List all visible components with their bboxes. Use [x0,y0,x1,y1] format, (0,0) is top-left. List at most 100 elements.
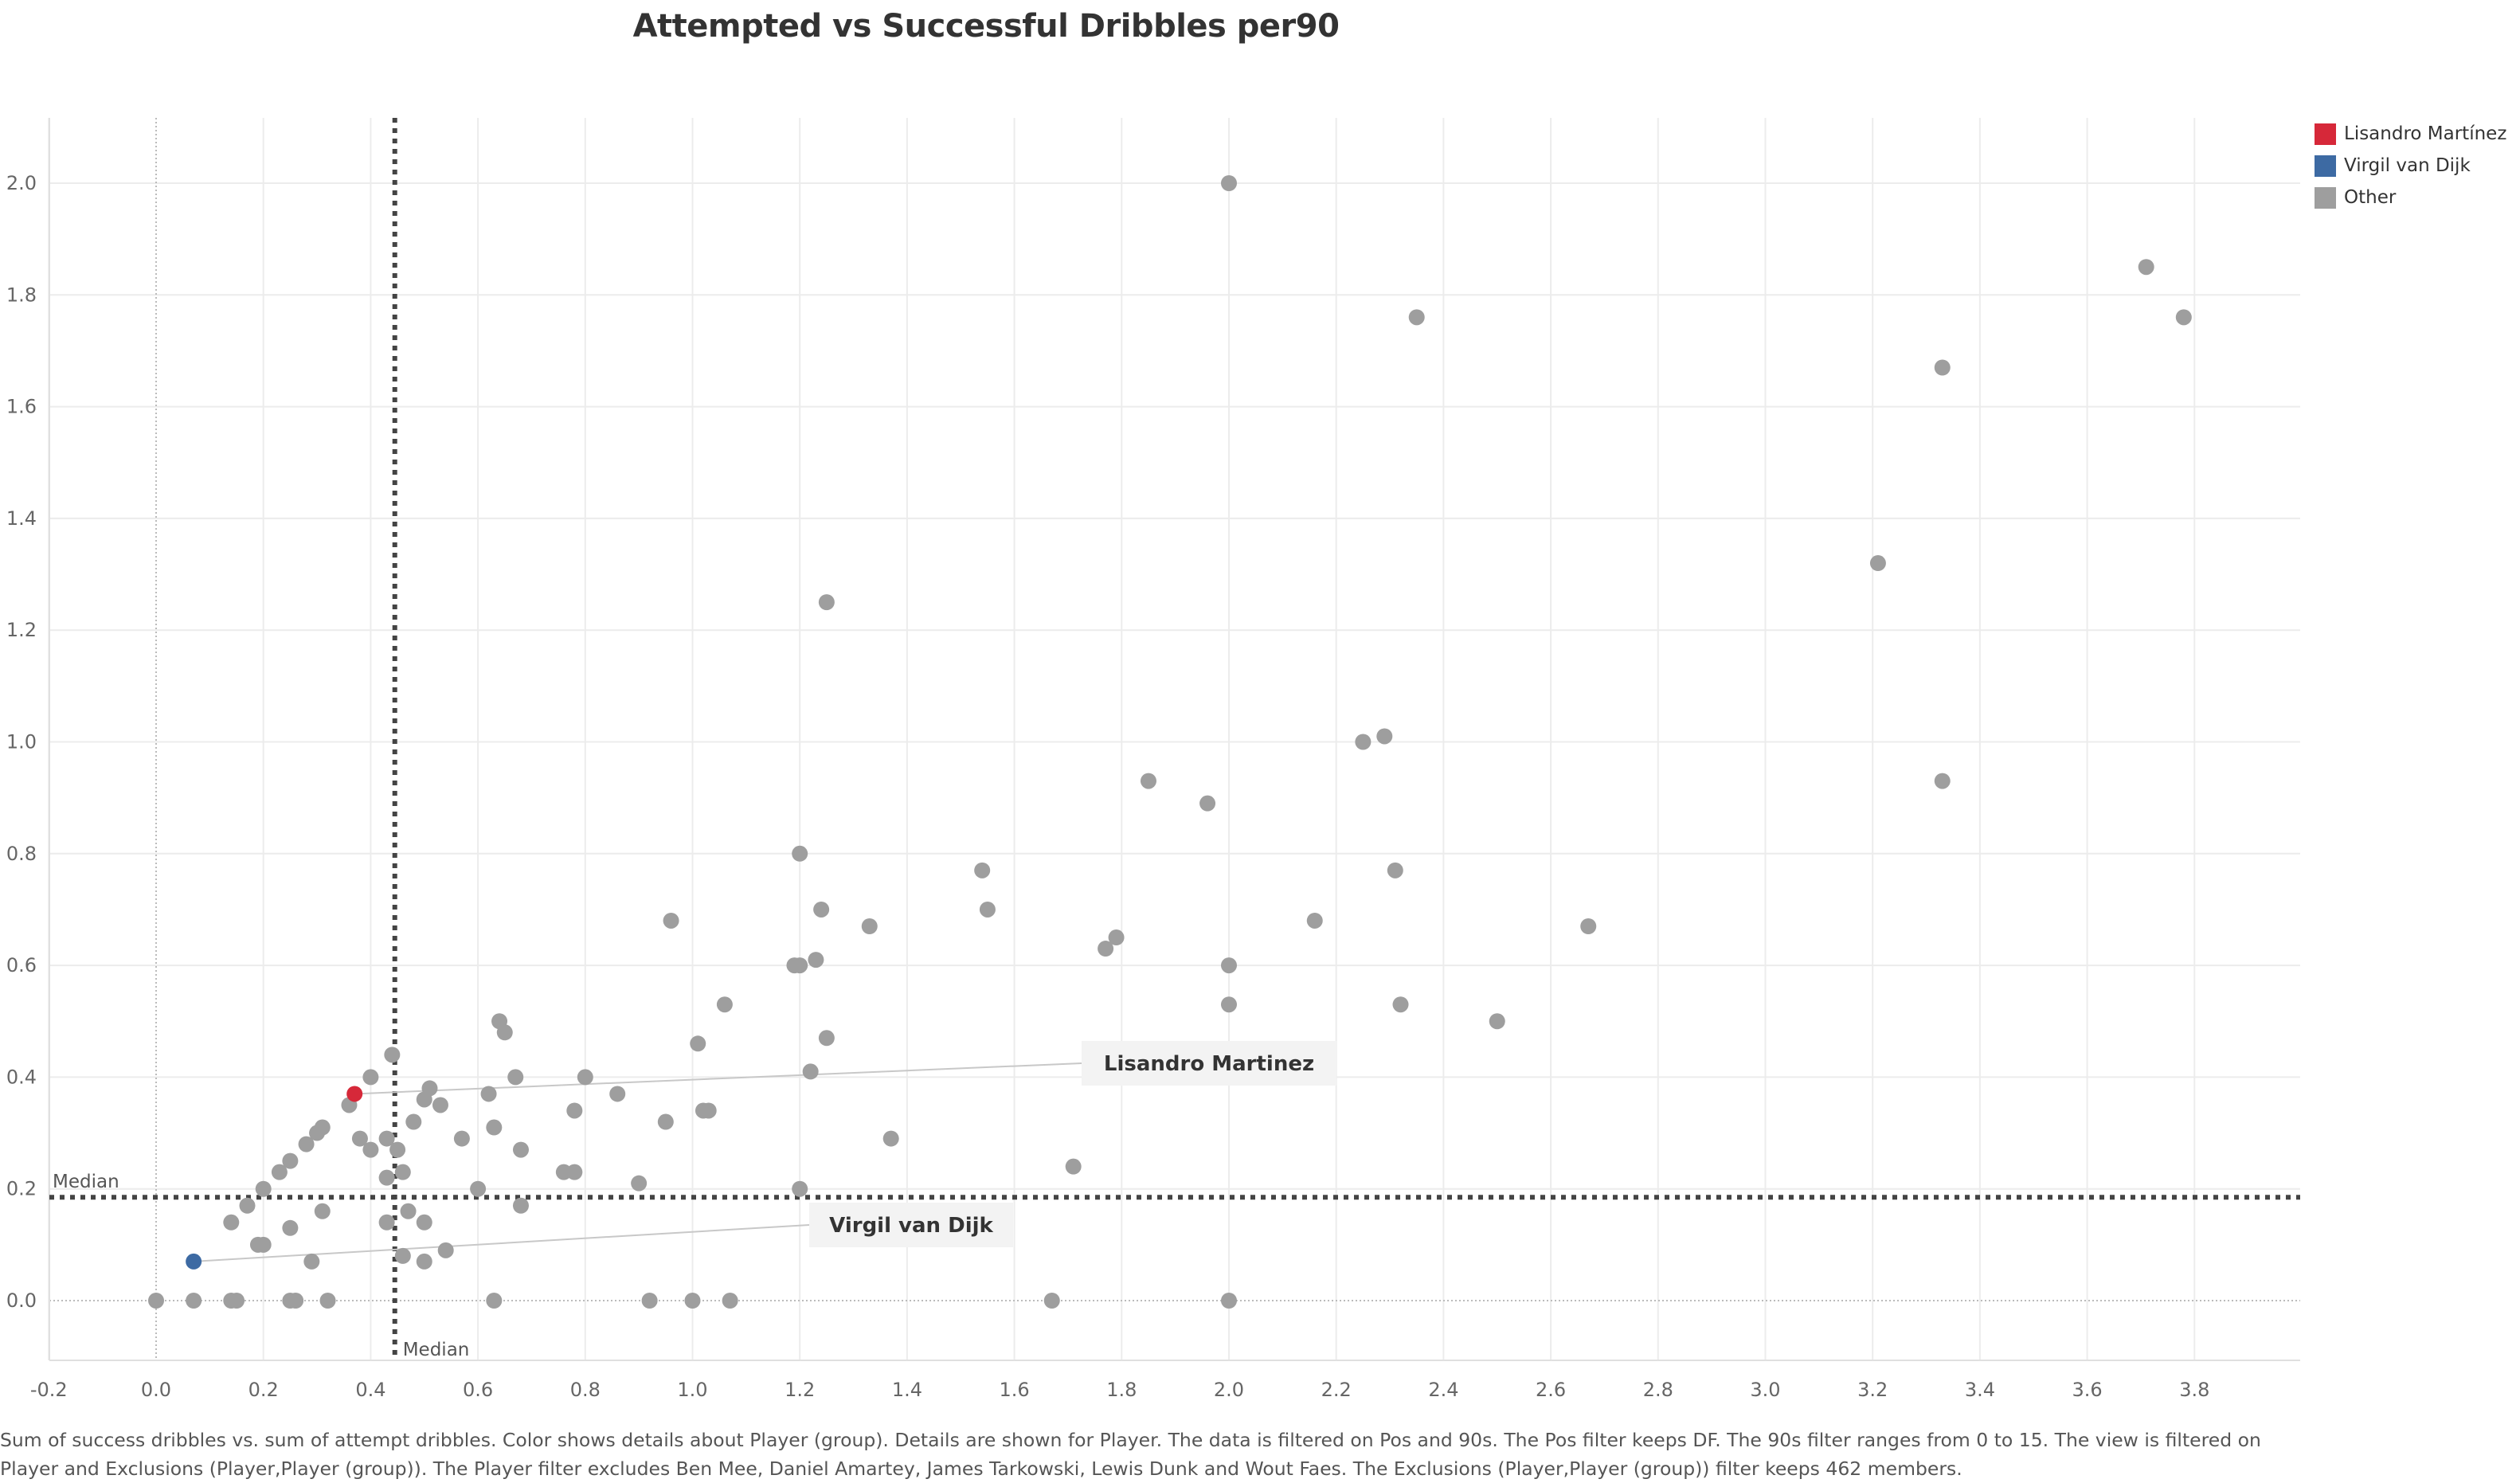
legend-item-lisandro[interactable]: Lisandro Martínez [2315,118,2506,150]
scatter-point [700,1102,717,1119]
scatter-point [1140,773,1156,789]
scatter-point [298,1136,315,1152]
scatter-point [979,901,996,918]
scatter-point [148,1293,164,1309]
scatter-point [2175,309,2192,326]
scatter-point [288,1293,304,1309]
scatter-point [378,1130,395,1147]
x-tick-label: 2.6 [1536,1379,1566,1401]
legend: Lisandro Martínez Virgil van Dijk Other [2315,118,2506,213]
y-tick-label: 1.2 [6,619,37,641]
annotation-virgil-leader [194,1224,810,1262]
chart-footnote: Sum of success dribbles vs. sum of attem… [0,1429,2261,1480]
legend-swatch-lisandro [2315,123,2336,145]
scatter-point [802,1063,819,1080]
y-tick-label: 1.6 [6,396,37,418]
data-points [148,175,2192,1309]
x-tick-label: 1.8 [1106,1379,1137,1401]
scatter-point [186,1293,202,1309]
scatter-point [566,1164,583,1180]
x-tick-label: -0.2 [30,1379,68,1401]
legend-swatch-other [2315,186,2336,209]
scatter-point [1355,734,1372,750]
scatter-point [1098,941,1114,957]
scatter-point [362,1069,379,1086]
scatter-point [818,1030,835,1047]
x-tick-label: 2.0 [1214,1379,1244,1401]
scatter-point [1221,996,1237,1013]
scatter-point [416,1253,432,1270]
scatter-point [384,1047,401,1063]
scatter-point [314,1119,331,1136]
x-tick-label: 1.6 [1000,1379,1030,1401]
scatter-point [271,1164,288,1180]
highlight-point [346,1086,363,1102]
scatter-point [663,912,679,929]
scatter-point [882,1130,899,1147]
x-tick-label: 0.2 [248,1379,279,1401]
scatter-point [400,1203,417,1219]
scatter-point [1580,918,1597,934]
scatter-point [480,1086,497,1102]
y-tick-label: 2.0 [6,172,37,194]
scatter-point [512,1197,529,1214]
x-tick-label: 0.8 [570,1379,601,1401]
x-tick-label: 1.0 [677,1379,707,1401]
scatter-point [641,1293,658,1309]
scatter-point [566,1102,583,1119]
y-tick-label: 0.8 [6,843,37,865]
scatter-point [1221,1293,1237,1309]
x-tick-label: 3.0 [1750,1379,1780,1401]
scatter-point [496,1024,513,1041]
scatter-point [282,1152,299,1169]
scatter-point [432,1097,448,1113]
scatter-point [657,1113,674,1130]
point-labels: Lisandro Martinez Virgil van Dijk [809,1041,1336,1247]
scatter-point [1108,929,1125,946]
x-tick-label: 3.4 [1965,1379,1995,1401]
legend-label-virgil: Virgil van Dijk [2344,155,2471,176]
scatter-point [1065,1158,1082,1175]
annotation-virgil-text: Virgil van Dijk [829,1214,993,1238]
legend-label-other: Other [2344,187,2397,208]
annotation-virgil-box [809,1203,1013,1247]
highlight-point [186,1253,202,1270]
scatter-point [2138,259,2154,276]
scatter-point [394,1164,411,1180]
scatter-point [792,1180,808,1197]
scatter-point [303,1253,320,1270]
y-tick-label: 0.0 [6,1289,37,1312]
scatter-point [808,952,824,968]
scatter-point [722,1293,738,1309]
scatter-point [1221,175,1237,191]
scatter-point [453,1130,470,1147]
scatter-point [818,594,835,611]
scatter-point [1392,996,1409,1013]
y-tick-label: 0.6 [6,954,37,976]
scatter-point [813,901,830,918]
annotation-lisandro-leader [354,1062,1082,1095]
median-horizontal-label: Median [53,1172,119,1192]
x-tick-label: 0.6 [463,1379,493,1401]
scatter-point [1387,862,1403,878]
y-tick-label: 1.0 [6,731,37,753]
scatter-point [1221,957,1237,974]
scatter-point [1869,555,1886,572]
scatter-point [861,918,878,934]
annotation-lisandro-text: Lisandro Martinez [1104,1052,1314,1076]
scatter-point [716,996,733,1013]
scatter-point [239,1197,256,1214]
scatter-point [255,1180,272,1197]
legend-item-virgil[interactable]: Virgil van Dijk [2315,150,2506,182]
legend-item-other[interactable]: Other [2315,182,2506,213]
scatter-point [577,1069,593,1086]
scatter-point [389,1141,406,1158]
label-leader-lines [194,1062,1082,1262]
y-tick-label: 0.2 [6,1178,37,1200]
axes: -0.2 0.0 0.2 0.4 0.6 0.8 1.0 1.2 1.4 1.6 1.8 2.0 2.2… [6,172,2210,1401]
scatter-point [609,1086,626,1102]
x-tick-label: 3.8 [2179,1379,2209,1401]
scatter-point [378,1214,395,1231]
scatter-point [319,1293,336,1309]
